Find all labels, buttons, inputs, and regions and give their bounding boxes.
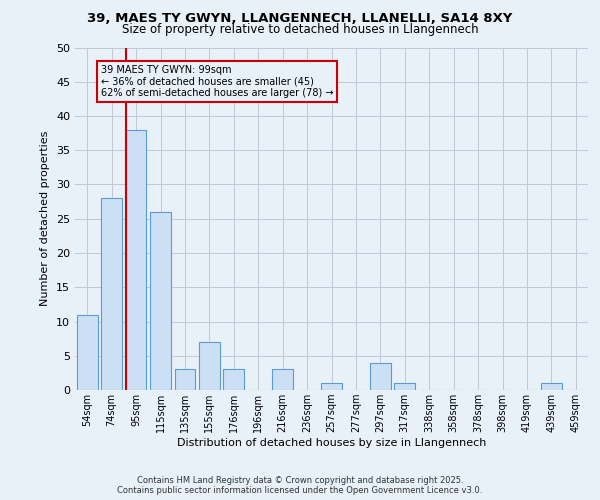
Bar [272, 370, 293, 390]
Text: Contains HM Land Registry data © Crown copyright and database right 2025.
Contai: Contains HM Land Registry data © Crown c… [118, 476, 482, 495]
X-axis label: Distribution of detached houses by size in Llangennech: Distribution of detached houses by size … [177, 438, 486, 448]
Bar [199, 342, 220, 390]
Text: Size of property relative to detached houses in Llangennech: Size of property relative to detached ho… [122, 22, 478, 36]
Bar [394, 383, 415, 390]
Bar [77, 314, 98, 390]
Bar [101, 198, 122, 390]
Bar [541, 383, 562, 390]
Text: 39, MAES TY GWYN, LLANGENNECH, LLANELLI, SA14 8XY: 39, MAES TY GWYN, LLANGENNECH, LLANELLI,… [88, 12, 512, 26]
Bar [125, 130, 146, 390]
Bar [175, 370, 196, 390]
Bar [321, 383, 342, 390]
Text: 39 MAES TY GWYN: 99sqm
← 36% of detached houses are smaller (45)
62% of semi-det: 39 MAES TY GWYN: 99sqm ← 36% of detached… [101, 64, 333, 98]
Y-axis label: Number of detached properties: Number of detached properties [40, 131, 50, 306]
Bar [150, 212, 171, 390]
Bar [370, 362, 391, 390]
Bar [223, 370, 244, 390]
